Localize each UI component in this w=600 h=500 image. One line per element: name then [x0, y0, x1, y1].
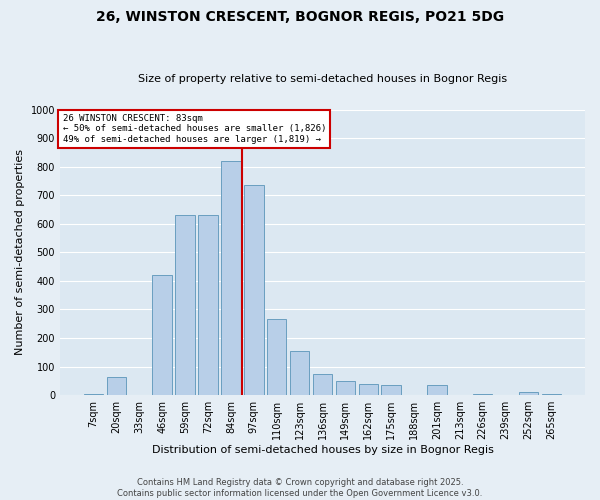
Bar [244, 186, 263, 395]
Bar [84, 394, 103, 395]
Y-axis label: Number of semi-detached properties: Number of semi-detached properties [15, 150, 25, 356]
Text: 26 WINSTON CRESCENT: 83sqm
← 50% of semi-detached houses are smaller (1,826)
49%: 26 WINSTON CRESCENT: 83sqm ← 50% of semi… [62, 114, 326, 144]
Bar [404, 394, 424, 395]
X-axis label: Distribution of semi-detached houses by size in Bognor Regis: Distribution of semi-detached houses by … [152, 445, 493, 455]
Bar [542, 394, 561, 395]
Bar [313, 374, 332, 395]
Bar [473, 394, 493, 395]
Bar [359, 384, 378, 395]
Bar [450, 394, 470, 395]
Bar [198, 216, 218, 395]
Title: Size of property relative to semi-detached houses in Bognor Regis: Size of property relative to semi-detach… [138, 74, 507, 84]
Bar [107, 376, 126, 395]
Bar [267, 320, 286, 395]
Bar [130, 394, 149, 395]
Bar [152, 276, 172, 395]
Bar [496, 394, 515, 395]
Bar [221, 161, 241, 395]
Bar [175, 216, 195, 395]
Bar [335, 381, 355, 395]
Bar [382, 385, 401, 395]
Text: Contains HM Land Registry data © Crown copyright and database right 2025.
Contai: Contains HM Land Registry data © Crown c… [118, 478, 482, 498]
Text: 26, WINSTON CRESCENT, BOGNOR REGIS, PO21 5DG: 26, WINSTON CRESCENT, BOGNOR REGIS, PO21… [96, 10, 504, 24]
Bar [427, 385, 446, 395]
Bar [290, 351, 309, 395]
Bar [519, 392, 538, 395]
